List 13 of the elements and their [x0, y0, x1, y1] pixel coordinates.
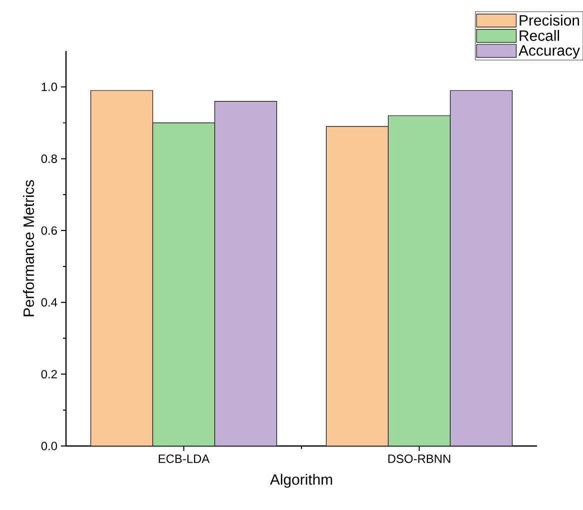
legend-label: Precision: [520, 14, 580, 26]
y-tick-label: 0.4: [41, 298, 58, 307]
y-tick-label: 0.8: [41, 154, 57, 163]
legend-label: Accuracy: [518, 45, 580, 59]
y-tick-label: 0.2: [41, 370, 57, 378]
x-axis-title: Algorithm: [270, 474, 332, 488]
x-tick-label: ECB-LDA: [158, 454, 210, 463]
x-tick-label: DSO-RBNN: [388, 454, 450, 463]
y-axis-title: Performance Metrics: [23, 180, 34, 316]
legend-label: Recall: [520, 30, 560, 41]
y-tick-label: 0.6: [41, 226, 57, 235]
y-tick-label: 0.0: [41, 442, 58, 450]
y-tick-label: 1.0: [42, 82, 58, 92]
